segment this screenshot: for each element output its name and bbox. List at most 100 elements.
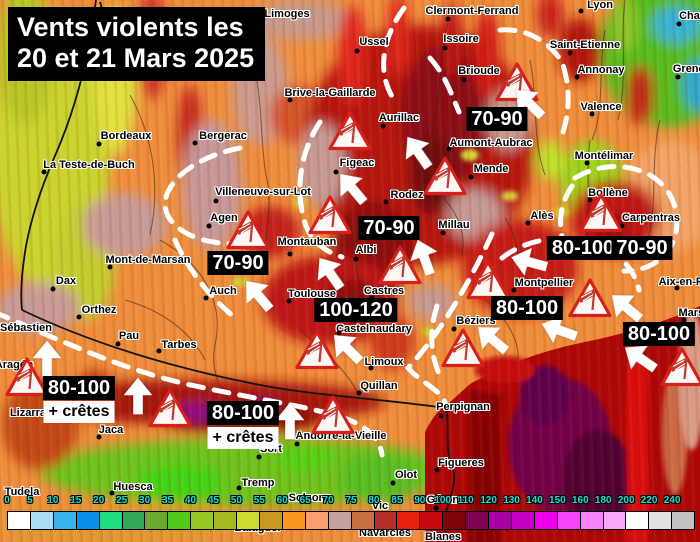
colorbar-tick-30: 30 bbox=[139, 495, 151, 506]
colorbar-cell-200 bbox=[626, 512, 650, 529]
warning-triangle-icon-10 bbox=[294, 329, 340, 371]
city-label-grenoble: Grenoble bbox=[672, 63, 700, 75]
city-dot-albi bbox=[353, 256, 359, 262]
wind-speed-label-7: 80-100 bbox=[622, 322, 696, 346]
colorbar-tick-160: 160 bbox=[571, 495, 589, 506]
wind-arrow-icon-12 bbox=[601, 283, 651, 332]
colorbar-cell-70 bbox=[328, 512, 352, 529]
city-label-mont-limar: Montélimar bbox=[574, 150, 634, 162]
colorbar-tick-35: 35 bbox=[161, 495, 174, 506]
city-dot-olot bbox=[390, 480, 396, 486]
city-dot-mende bbox=[468, 174, 474, 180]
colorbar-cell-120 bbox=[489, 512, 512, 529]
city-dot-villeneuve-sur-lot bbox=[213, 198, 219, 204]
city-label-g-rone: Gérone bbox=[426, 494, 466, 506]
city-dot-aix-en-provence bbox=[674, 285, 680, 291]
dashed-boundary-5 bbox=[297, 119, 345, 260]
city-label-pau: Pau bbox=[118, 330, 140, 342]
warning-triangle-icon-0 bbox=[327, 110, 373, 152]
colorbar-tick-80: 80 bbox=[368, 495, 380, 506]
wind-arrow-icon-0 bbox=[504, 78, 553, 127]
map-title-line2: 20 et 21 Mars 2025 bbox=[17, 42, 255, 73]
warning-triangle-icon-6 bbox=[578, 192, 624, 234]
dashed-boundary-10 bbox=[429, 303, 444, 381]
dashed-boundary-0 bbox=[381, 5, 407, 101]
city-dot-grenoble bbox=[675, 74, 681, 80]
city-label-s-bastien: Sébastien bbox=[0, 322, 52, 334]
warning-triangle-icon-4 bbox=[225, 209, 271, 251]
colorbar-tick-20: 20 bbox=[93, 495, 105, 506]
wind-speed-label-1: 70-90 bbox=[358, 216, 420, 240]
dashed-boundary-1 bbox=[427, 55, 462, 115]
city-label-montpellier: Montpellier bbox=[514, 277, 574, 289]
city-dot-limoux bbox=[368, 365, 374, 371]
warning-triangle-icon-3 bbox=[307, 194, 353, 236]
colorbar-cell-140 bbox=[534, 512, 558, 529]
wind-arrow-icon-7 bbox=[467, 315, 517, 364]
city-dot-clermont-ferrand bbox=[445, 16, 451, 22]
colorbar-cell-10 bbox=[53, 512, 77, 529]
city-dot-jaca bbox=[96, 434, 102, 440]
city-dot-bordeaux bbox=[96, 141, 102, 147]
city-dot-saint-etienne bbox=[567, 50, 573, 56]
wind-arrow-icon-8 bbox=[31, 340, 63, 378]
dashed-boundary-7 bbox=[404, 231, 495, 405]
colorbar-cell-25 bbox=[122, 512, 146, 529]
colorbar-tick-70: 70 bbox=[322, 495, 334, 506]
city-label-lizarra: Lizarra bbox=[9, 407, 47, 419]
city-dot-brive-la-gaillarde bbox=[287, 97, 293, 103]
city-dot-al-s bbox=[525, 220, 531, 226]
colorbar-cell-50 bbox=[237, 512, 260, 529]
city-dot-dax bbox=[50, 286, 56, 292]
warning-triangle-icon-7 bbox=[465, 259, 511, 301]
colorbar-tick-10: 10 bbox=[47, 495, 59, 506]
city-label-dax: Dax bbox=[55, 275, 77, 287]
wind-arrow-icon-6 bbox=[322, 323, 371, 372]
city-dot-carpentras bbox=[619, 223, 625, 229]
colorbar-tick-150: 150 bbox=[549, 495, 566, 506]
city-dot-bergerac bbox=[192, 140, 198, 146]
wind-arrow-icon-10 bbox=[274, 402, 306, 440]
colorbar-cell-15 bbox=[76, 512, 100, 529]
colorbar-cell-35 bbox=[168, 512, 192, 529]
wind-speed-label-8: 80-100 bbox=[42, 376, 116, 400]
warning-triangle-icon-8 bbox=[567, 277, 613, 319]
city-label-mende: Mende bbox=[473, 163, 509, 175]
city-dot-mont-limar bbox=[584, 160, 590, 166]
colorbar-cell-40 bbox=[191, 512, 215, 529]
colorbar-tick-40: 40 bbox=[184, 495, 197, 506]
city-dot-huesca bbox=[109, 490, 115, 496]
city-label-limoges: Limoges bbox=[264, 8, 310, 20]
city-dot-rodez bbox=[383, 199, 389, 205]
city-dot-quillan bbox=[356, 390, 362, 396]
colorbar-cell-85 bbox=[397, 512, 421, 529]
city-dot-brioude bbox=[461, 77, 467, 83]
city-label-limoux: Limoux bbox=[364, 356, 404, 368]
city-dot-valence bbox=[589, 111, 595, 117]
colorbar-cell-110 bbox=[466, 512, 490, 529]
city-label-chamb-ry: Chambéry bbox=[679, 10, 700, 22]
warning-triangle-icon-13 bbox=[147, 387, 193, 429]
crest-label-9: + crêtes bbox=[43, 401, 115, 423]
city-dot-tarbes bbox=[156, 348, 162, 354]
wind-arrow-icon-13 bbox=[536, 308, 583, 351]
city-label-solsona: Solsona bbox=[288, 492, 332, 504]
city-label-bergerac: Bergerac bbox=[199, 130, 247, 142]
wind-speed-label-5: 70-90 bbox=[611, 236, 673, 260]
city-dot-castelnaudary bbox=[336, 330, 342, 336]
colorbar-cell-180 bbox=[603, 512, 627, 529]
city-dot-tremp bbox=[236, 485, 242, 491]
city-dot-la-teste-de-buch bbox=[41, 169, 47, 175]
crest-label-11: + crêtes bbox=[207, 427, 279, 449]
city-label-brioude: Brioude bbox=[458, 65, 500, 77]
city-label-boll-ne: Bollène bbox=[588, 187, 628, 199]
city-label-auch: Auch bbox=[209, 285, 237, 297]
colorbar-cell-130 bbox=[511, 512, 535, 529]
city-label-saint-etienne: Saint-Etienne bbox=[549, 39, 621, 51]
colorbar-tick-240: 240 bbox=[663, 495, 681, 506]
wind-arrow-icon-11 bbox=[507, 242, 552, 283]
colorbar-tick-140: 140 bbox=[526, 495, 543, 506]
colorbar-cell-160 bbox=[580, 512, 604, 529]
